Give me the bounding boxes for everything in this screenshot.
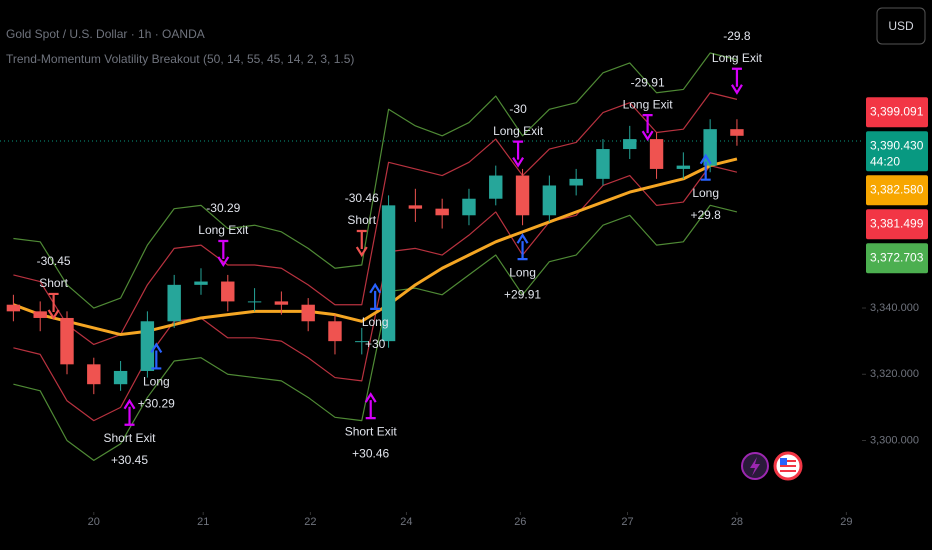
currency-button[interactable]	[876, 7, 926, 45]
price-tag	[866, 209, 928, 240]
y-tick-label: 3,300.000	[870, 434, 919, 446]
signal-arrow	[731, 67, 743, 95]
candle-body	[194, 281, 208, 285]
signal-label: Long	[509, 265, 536, 279]
candle-body	[328, 321, 342, 342]
candle-body	[489, 175, 503, 199]
price-tag-label: 3,381.499	[870, 216, 924, 230]
indicator-line	[12, 157, 738, 337]
signal-arrow	[369, 282, 382, 310]
signal-arrow	[512, 140, 525, 168]
signal-label: Long	[692, 186, 719, 200]
candle-body	[676, 165, 691, 169]
candle-body	[649, 139, 664, 169]
indicator-line	[13, 204, 738, 461]
y-tick-label: 3,320.000	[870, 368, 919, 380]
candle-body	[355, 341, 369, 343]
signal-label: Long	[143, 375, 170, 389]
candle-body	[301, 304, 315, 322]
signal-label: -30	[509, 102, 527, 116]
price-countdown: 44:20	[870, 154, 900, 168]
signal-label: Long Exit	[493, 124, 544, 138]
candle-body	[542, 185, 557, 216]
signal-label: Short	[347, 213, 376, 227]
price-tag-label: 3,399.091	[870, 104, 924, 118]
indicator-title: Trend-Momentum Volatility Breakout (50, …	[6, 52, 354, 66]
signal-label: Long	[362, 315, 389, 329]
x-tick-label: 26	[514, 516, 526, 528]
symbol-title: Gold Spot / U.S. Dollar · 1h · OANDA	[6, 27, 205, 41]
signal-label: +29.8	[690, 208, 721, 222]
signal-label: +30.45	[111, 453, 148, 467]
signal-label: Long Exit	[712, 51, 763, 65]
price-tag-label: 3,382.580	[870, 182, 924, 196]
candle-body	[247, 301, 262, 303]
candle-body	[730, 129, 744, 136]
signal-label: -29.8	[723, 29, 751, 43]
candle-body	[569, 178, 583, 186]
signal-arrow	[355, 229, 368, 258]
candle-body	[623, 139, 637, 150]
candle-body	[435, 208, 449, 216]
candle-body	[87, 364, 101, 385]
candle-body	[33, 311, 47, 318]
x-tick-label: 27	[621, 516, 633, 528]
x-tick-label: 29	[840, 516, 852, 528]
y-tick-label: 3,340.000	[870, 302, 919, 314]
signal-label: -30.46	[345, 191, 379, 205]
candle-body	[140, 321, 155, 371]
signal-label: Short Exit	[345, 424, 398, 438]
signal-label: +30.29	[138, 397, 175, 411]
signal-label: +29.91	[504, 287, 541, 301]
signal-label: Short Exit	[104, 431, 157, 445]
candle-body	[408, 205, 423, 209]
candle-body	[462, 198, 476, 216]
signal-arrow	[699, 153, 712, 181]
price-tag	[866, 97, 928, 128]
signal-arrow	[123, 398, 136, 426]
candle-body	[596, 149, 610, 179]
signal-label: -30.45	[37, 254, 71, 268]
price-tag-label: 3,390.430	[870, 138, 924, 152]
x-tick-label: 21	[197, 516, 209, 528]
candle-body	[167, 284, 181, 322]
signal-label: +30	[365, 337, 386, 351]
price-tag	[866, 131, 928, 172]
candle-body	[113, 370, 128, 385]
candle-body	[381, 205, 396, 342]
signal-arrow	[47, 292, 60, 321]
signal-arrow	[641, 114, 654, 142]
plot-area: 3,300.000 3,320.000 3,340.000 20 21 22 24 26 27 2…	[0, 29, 928, 528]
price-tag	[866, 175, 928, 206]
x-tick-label: 20	[88, 516, 100, 528]
signal-arrow	[150, 342, 163, 370]
candle-body	[515, 175, 530, 216]
x-tick-label: 24	[400, 516, 412, 528]
bottom-icons	[741, 451, 803, 481]
currency-label: USD	[888, 19, 914, 33]
signal-arrow	[364, 392, 377, 420]
indicator-line	[13, 165, 738, 422]
signal-label: Short	[39, 276, 68, 290]
signal-label: +30.46	[352, 446, 389, 460]
x-tick-label: 28	[731, 516, 743, 528]
candle-body	[60, 317, 74, 365]
price-tag	[866, 243, 928, 274]
signal-arrow	[516, 233, 529, 261]
signal-label: -30.29	[206, 201, 240, 215]
candle-body	[703, 129, 717, 166]
candle-body	[6, 304, 21, 312]
price-tag-label: 3,372.703	[870, 250, 924, 264]
signal-label: Long Exit	[198, 223, 249, 237]
signal-arrow	[217, 239, 230, 268]
indicator-line	[13, 92, 738, 346]
signal-label: Long Exit	[623, 97, 674, 111]
candle-body	[221, 281, 235, 302]
candle-body	[274, 301, 289, 305]
x-tick-label: 22	[304, 516, 316, 528]
signal-label: -29.91	[631, 75, 665, 89]
indicator-line	[13, 52, 738, 309]
